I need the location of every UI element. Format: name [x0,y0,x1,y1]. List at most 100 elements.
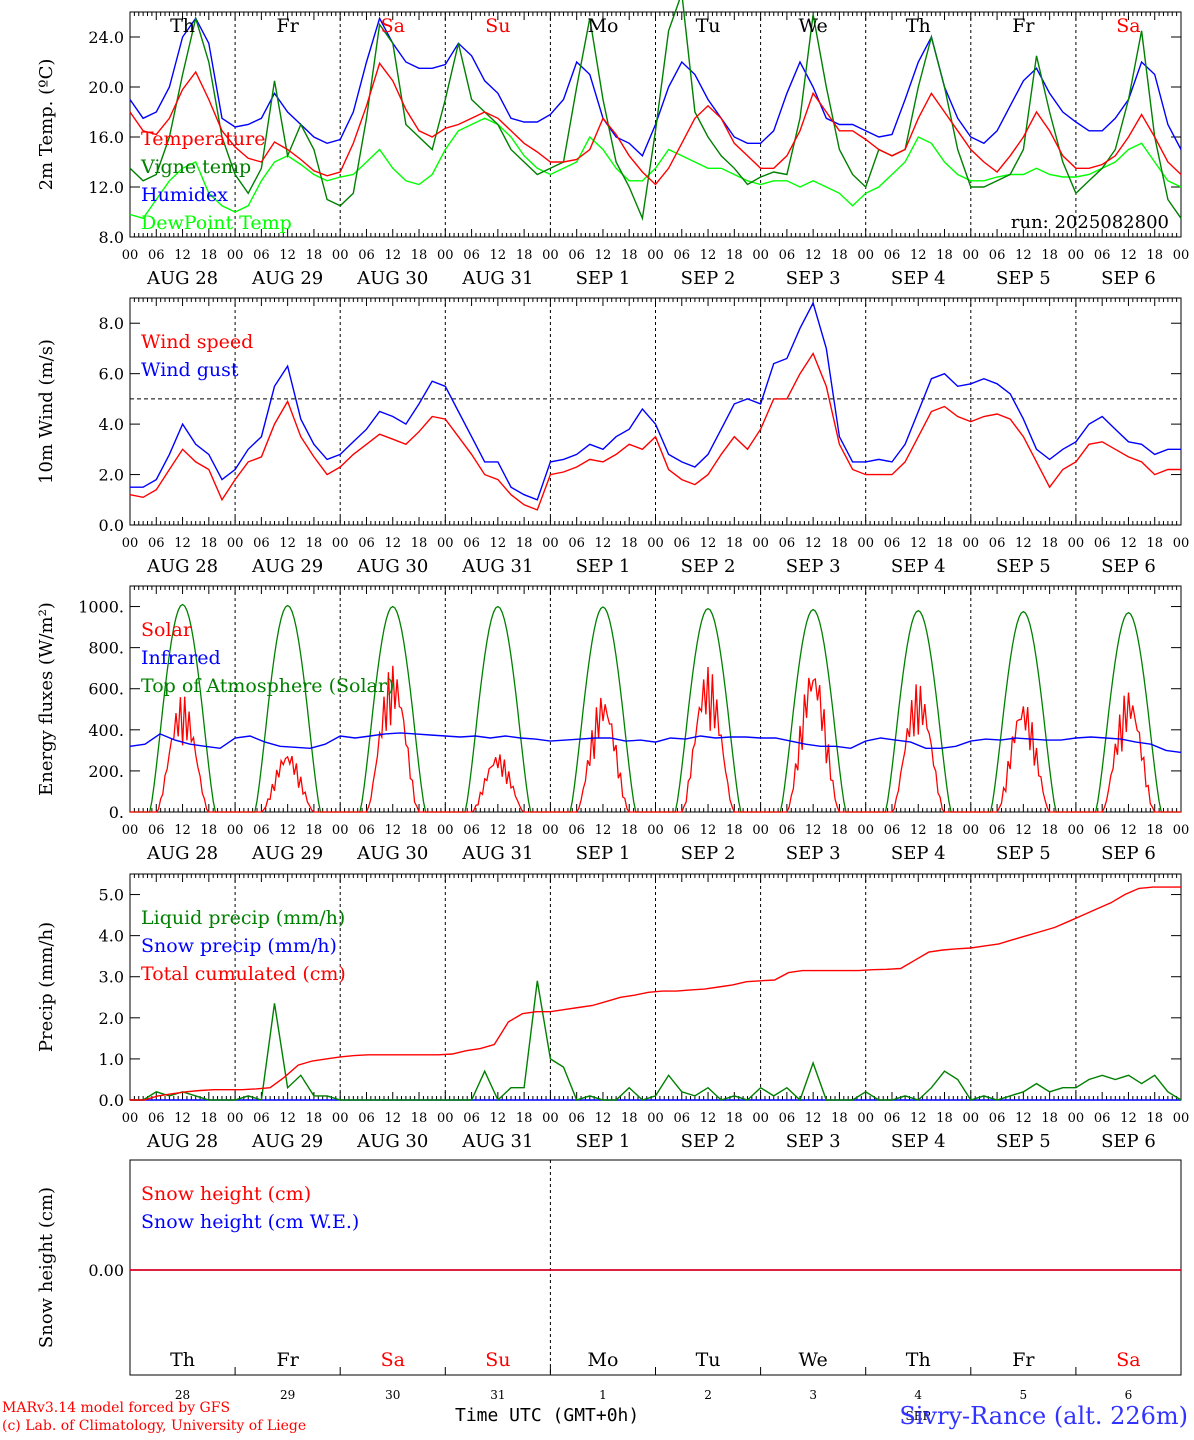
x-hour-label: 18 [516,1111,533,1126]
x-hour-label: 06 [779,1111,796,1126]
x-hour-label: 12 [1120,248,1137,263]
x-hour-label: 06 [1094,823,1111,838]
x-hour-label: 00 [752,1111,769,1126]
x-hour-label: 18 [411,1111,428,1126]
x-hour-label: 06 [674,536,691,551]
series-line [129,0,1182,221]
x-date-label: SEP 4 [891,1131,946,1152]
x-hour-label: 18 [831,1111,848,1126]
day-label: We [799,1349,828,1371]
y-tick-label: 8.0 [99,314,124,333]
day-label: Sa [381,1349,405,1371]
x-hour-label: 18 [411,536,428,551]
y-tick-label: 1.0 [99,1050,124,1069]
x-hour-label: 12 [595,248,612,263]
day-label: Su [485,15,510,37]
x-hour-label: 00 [963,536,980,551]
x-hour-label: 00 [332,823,349,838]
x-date-label: AUG 28 [146,268,218,289]
x-hour-label: 12 [1015,1111,1032,1126]
y-axis-label: 2m Temp. (ºC) [36,59,57,191]
x-hour-label: 18 [1041,823,1058,838]
x-hour-label: 12 [805,823,822,838]
x-date-label: SEP 5 [996,1131,1051,1152]
x-hour-label: 00 [1173,248,1190,263]
x-hour-label: 12 [384,536,401,551]
month-label: SEP [905,1409,930,1423]
x-hour-label: 18 [306,823,323,838]
day-label: Th [170,1349,195,1371]
x-hour-label: 00 [1068,823,1085,838]
x-hour-label: 00 [122,1111,139,1126]
x-hour-label: 00 [647,823,664,838]
legend-entry: Wind speed [141,331,253,353]
x-hour-label: 12 [595,1111,612,1126]
x-hour-label: 00 [752,536,769,551]
x-date-label: SEP 2 [681,843,736,864]
day-label: Tu [696,15,721,37]
day-label: Fr [277,15,300,37]
x-date-label: SEP 4 [891,843,946,864]
x-date-label: AUG 31 [461,843,533,864]
x-hour-label: 12 [279,248,296,263]
x-hour-label: 12 [910,248,927,263]
x-hour-label: 18 [1041,536,1058,551]
x-hour-label: 12 [174,536,191,551]
x-date-label: AUG 30 [356,556,428,577]
x-date-label: AUG 29 [251,556,323,577]
x-date-label: SEP 3 [786,556,841,577]
x-hour-label: 06 [568,1111,585,1126]
legend-entry: Vigne temp [140,156,251,178]
x-date-label: AUG 31 [461,556,533,577]
y-axis-label: Precip (mm/h) [36,922,57,1052]
x-hour-label: 00 [752,823,769,838]
series-line [129,16,1182,158]
day-label: Su [485,1349,510,1371]
x-hour-label: 00 [122,248,139,263]
y-tick-label: 5.0 [99,886,124,905]
x-hour-label: 12 [910,536,927,551]
x-hour-label: 12 [910,1111,927,1126]
legend-entry: Top of Atmosphere (Solar) [141,675,394,697]
x-hour-label: 18 [831,823,848,838]
y-tick-label: 0.00 [88,1261,124,1280]
location-title: Sivry-Rance (alt. 226m) [899,1402,1188,1430]
x-date-label: SEP 1 [576,843,631,864]
x-hour-label: 00 [332,1111,349,1126]
x-hour-label: 06 [1094,536,1111,551]
x-hour-label: 18 [936,248,953,263]
x-hour-label: 12 [700,248,717,263]
x-hour-label: 06 [568,823,585,838]
x-hour-label: 12 [174,823,191,838]
x-hour-label: 12 [384,248,401,263]
x-hour-label: 00 [437,248,454,263]
series-line [129,117,1182,220]
x-date-label: SEP 1 [576,268,631,289]
x-date-label: SEP 2 [681,1131,736,1152]
x-hour-label: 00 [857,248,874,263]
day-number-label: 31 [490,1388,505,1402]
x-hour-label: 00 [122,536,139,551]
x-hour-label: 00 [647,1111,664,1126]
day-number-label: 3 [809,1388,817,1402]
x-hour-label: 06 [989,1111,1006,1126]
x-date-label: SEP 5 [996,556,1051,577]
x-hour-label: 06 [674,248,691,263]
x-date-label: AUG 30 [356,843,428,864]
x-hour-label: 06 [674,1111,691,1126]
day-label: Th [170,15,195,37]
x-hour-label: 06 [358,536,375,551]
x-hour-label: 12 [279,1111,296,1126]
x-hour-label: 06 [253,1111,270,1126]
x-hour-label: 18 [621,248,638,263]
x-date-label: AUG 31 [461,268,533,289]
x-hour-label: 18 [306,248,323,263]
legend-entry: Infrared [141,647,221,669]
legend-entry: Temperature [141,128,265,150]
series-line [129,351,1181,511]
x-hour-label: 00 [227,1111,244,1126]
x-hour-label: 12 [595,536,612,551]
x-hour-label: 00 [857,1111,874,1126]
x-hour-label: 12 [1015,536,1032,551]
x-hour-label: 06 [884,248,901,263]
